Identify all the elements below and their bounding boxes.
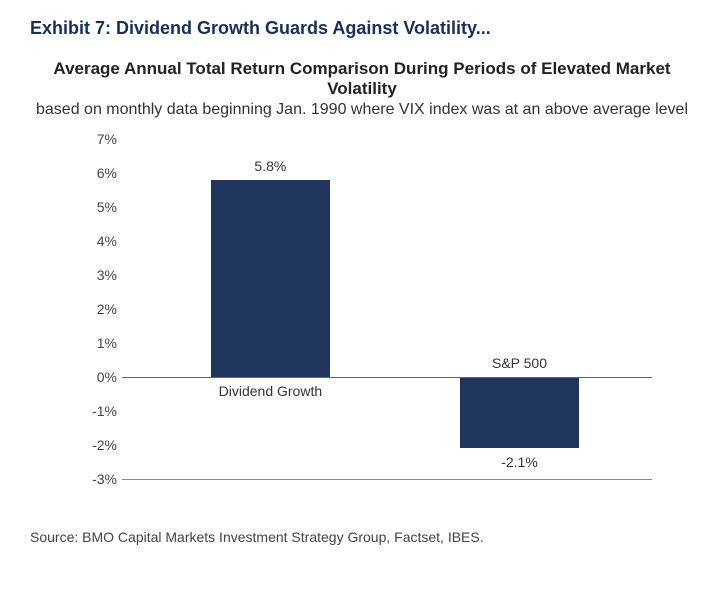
y-tick-label: -1%	[52, 403, 117, 419]
y-tick-label: 6%	[52, 165, 117, 181]
bar	[460, 377, 579, 448]
y-tick-label: 3%	[52, 267, 117, 283]
zero-axis	[122, 377, 652, 378]
exhibit-title: Exhibit 7: Dividend Growth Guards Agains…	[30, 18, 694, 39]
category-label: S&P 500	[430, 355, 610, 371]
bar	[211, 180, 330, 377]
plot-region	[122, 139, 652, 480]
y-tick-label: 0%	[52, 369, 117, 385]
y-tick-label: 4%	[52, 233, 117, 249]
y-tick-label: 2%	[52, 301, 117, 317]
chart-area: -3% -2% -1% 0% 1% 2% 3% 4% 5% 6% 7% 5.8% Dividend Gr…	[52, 129, 672, 499]
y-tick-label: 7%	[52, 131, 117, 147]
bar-value-label: -2.1%	[450, 454, 590, 470]
source-text: Source: BMO Capital Markets Investment S…	[30, 529, 694, 545]
chart-title: Average Annual Total Return Comparison D…	[30, 59, 694, 99]
bar-value-label: 5.8%	[200, 158, 340, 174]
chart-subtitle: based on monthly data beginning Jan. 199…	[30, 101, 694, 119]
y-tick-label: -3%	[52, 471, 117, 487]
category-label: Dividend Growth	[180, 383, 360, 399]
exhibit-container: Exhibit 7: Dividend Growth Guards Agains…	[0, 0, 724, 555]
y-tick-label: 5%	[52, 199, 117, 215]
y-tick-label: 1%	[52, 335, 117, 351]
y-tick-label: -2%	[52, 437, 117, 453]
